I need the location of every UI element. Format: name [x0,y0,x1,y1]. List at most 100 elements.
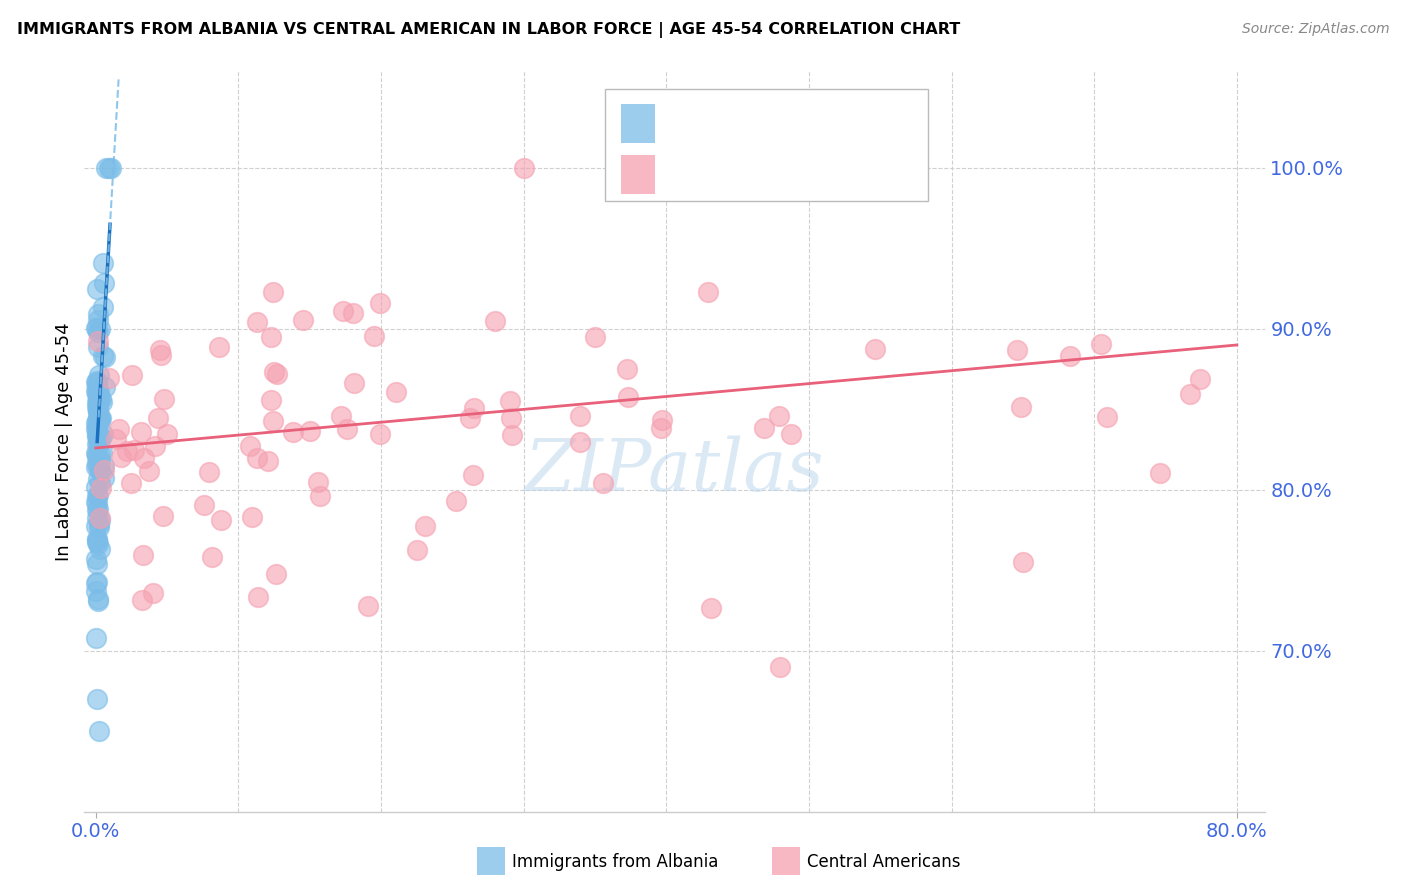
Point [84,480,107,494]
Point [84,446,107,460]
Point [263,365,285,379]
Point [501,427,523,442]
Point [208,340,231,354]
Point [86,375,108,389]
Point [865,342,887,356]
Point [89,542,111,557]
Point [86,574,108,589]
Point [152,392,174,406]
Point [86,388,108,402]
Point [86,414,108,428]
Text: ZIPatlas: ZIPatlas [524,436,825,507]
Point [84,583,107,598]
Point [89,465,111,479]
Point [87,592,110,607]
Point [91,300,114,314]
Point [146,411,169,425]
Point [281,425,304,440]
Point [138,464,160,478]
Point [89,392,111,406]
Point [501,411,523,425]
Point [89,411,111,425]
Point [142,586,165,600]
Point [86,381,108,395]
Point [84,631,107,645]
Point [86,692,108,706]
Point [87,412,110,426]
Point [336,422,359,436]
Point [499,394,522,409]
Point [87,471,110,485]
Point [87,399,110,413]
Point [87,502,110,516]
Point [90,481,112,495]
Point [93,458,115,473]
Point [869,161,891,175]
Point [246,591,269,605]
Text: Source: ZipAtlas.com: Source: ZipAtlas.com [1241,22,1389,37]
Text: 98: 98 [828,113,853,131]
Point [152,509,174,524]
Point [86,395,108,409]
Point [86,411,108,425]
Point [239,440,262,454]
Point [86,401,108,415]
Point [84,459,107,474]
Point [363,328,385,343]
Point [86,503,108,517]
Point [97,370,120,384]
Point [357,599,380,613]
Point [266,368,288,382]
Point [86,426,108,441]
Point [484,314,506,328]
Point [308,489,330,503]
Point [332,304,354,318]
Text: N =: N = [772,165,830,183]
Point [246,451,269,466]
Point [156,427,179,442]
Point [89,510,111,524]
Point [700,600,723,615]
Point [616,390,638,404]
Point [86,434,108,449]
Point [100,161,122,175]
Point [129,425,152,439]
Point [779,426,801,441]
Point [368,296,391,310]
Point [86,429,108,443]
Point [86,496,108,510]
Point [343,376,366,390]
Point [86,495,108,509]
Text: Central Americans: Central Americans [807,853,960,871]
Point [193,499,215,513]
Point [89,392,111,407]
Point [86,387,108,401]
Point [385,384,408,399]
Point [1095,409,1118,424]
Point [257,454,280,468]
Point [87,340,110,354]
Point [87,488,110,502]
Text: Immigrants from Albania: Immigrants from Albania [512,853,718,871]
Point [89,368,111,383]
Point [1149,466,1171,480]
Point [86,321,108,335]
Point [86,447,108,461]
Point [87,516,110,531]
Point [1012,555,1035,569]
Point [568,435,591,450]
Point [87,428,110,442]
Point [1059,349,1081,363]
Point [1010,401,1032,415]
Point [512,161,534,175]
Point [342,306,364,320]
Text: R =: R = [662,113,702,131]
Point [368,427,391,442]
Point [87,307,110,321]
Text: 0.423: 0.423 [704,113,761,131]
Point [1189,372,1212,386]
Point [1178,387,1201,401]
Point [134,450,156,465]
Point [86,532,108,546]
Point [650,420,672,434]
